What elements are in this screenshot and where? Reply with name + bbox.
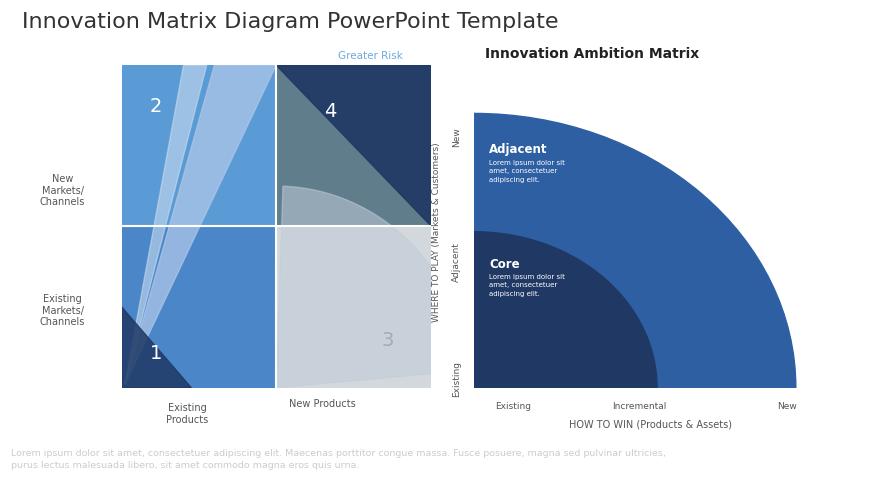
Text: Core: Core <box>488 257 520 270</box>
Wedge shape <box>474 232 656 388</box>
Text: Innovation Ambition Matrix: Innovation Ambition Matrix <box>484 47 698 61</box>
Text: New: New <box>777 401 796 410</box>
Bar <box>122 66 276 227</box>
Polygon shape <box>122 307 191 388</box>
Polygon shape <box>125 66 207 385</box>
Text: Existing: Existing <box>494 401 531 410</box>
Text: Existing: Existing <box>452 360 461 396</box>
Text: 1: 1 <box>149 343 162 362</box>
Text: Adjacent: Adjacent <box>488 143 547 156</box>
Polygon shape <box>276 66 430 227</box>
Text: Adjacent: Adjacent <box>452 241 461 281</box>
Bar <box>276 227 430 388</box>
Text: Lorem ipsum dolor sit
amet, consectetuer
adipiscing elit.: Lorem ipsum dolor sit amet, consectetuer… <box>488 273 565 296</box>
Bar <box>276 66 430 227</box>
Text: New
Markets/
Channels: New Markets/ Channels <box>40 174 85 207</box>
Text: Greater Risk: Greater Risk <box>337 51 402 61</box>
Bar <box>122 227 276 388</box>
Text: 2: 2 <box>149 97 162 116</box>
Text: Key Highlights: Key Highlights <box>11 422 108 435</box>
Polygon shape <box>125 66 276 385</box>
Text: New: New <box>452 127 461 146</box>
Text: Existing
Markets/
Channels: Existing Markets/ Channels <box>40 293 85 326</box>
Text: 3: 3 <box>381 330 393 349</box>
Text: Incremental: Incremental <box>612 401 666 410</box>
Text: WHERE TO PLAY (Markets & Customers): WHERE TO PLAY (Markets & Customers) <box>432 142 441 322</box>
Wedge shape <box>276 187 468 388</box>
Text: Lorem ipsum dolor sit
amet, consectetuer
adipiscing elit.: Lorem ipsum dolor sit amet, consectetuer… <box>675 107 751 130</box>
Text: Lorem ipsum dolor sit amet, consectetuer adipiscing elit. Maecenas porttitor con: Lorem ipsum dolor sit amet, consectetuer… <box>11 448 666 469</box>
Text: HOW TO WIN (Products & Assets): HOW TO WIN (Products & Assets) <box>568 418 732 428</box>
Text: Existing
Products: Existing Products <box>166 403 208 424</box>
Text: 4: 4 <box>324 102 336 121</box>
Text: Innovation Matrix Diagram PowerPoint Template: Innovation Matrix Diagram PowerPoint Tem… <box>22 12 558 32</box>
Text: Lorem ipsum dolor sit
amet, consectetuer
adipiscing elit.: Lorem ipsum dolor sit amet, consectetuer… <box>488 159 565 182</box>
Text: Transformational: Transformational <box>675 79 788 92</box>
Text: New Products: New Products <box>289 398 355 407</box>
Wedge shape <box>474 114 795 388</box>
